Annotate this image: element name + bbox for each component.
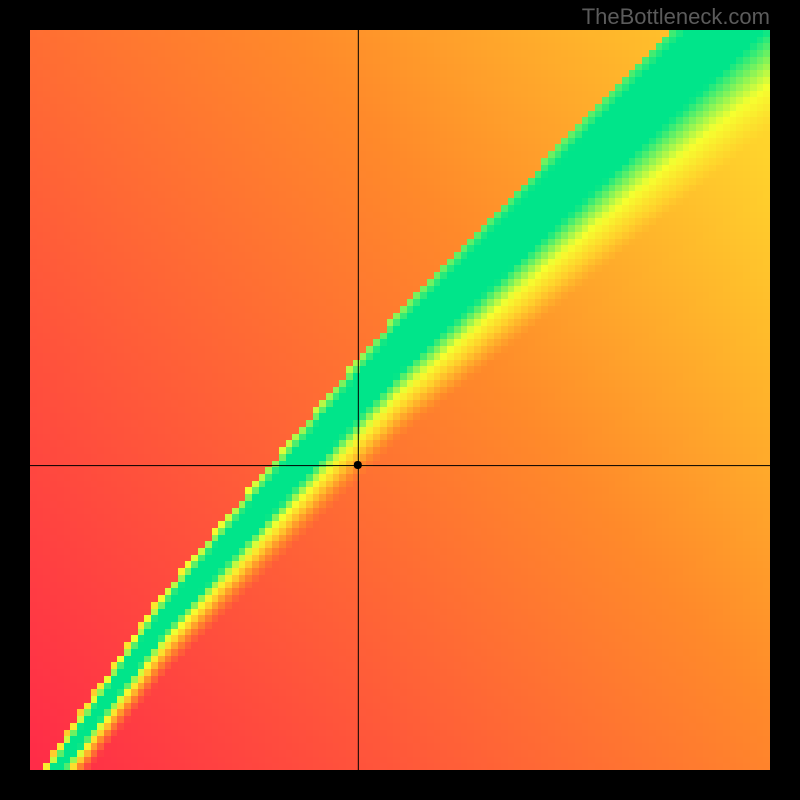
heatmap-canvas	[0, 0, 800, 800]
chart-container: TheBottleneck.com	[0, 0, 800, 800]
watermark-text: TheBottleneck.com	[582, 4, 770, 30]
